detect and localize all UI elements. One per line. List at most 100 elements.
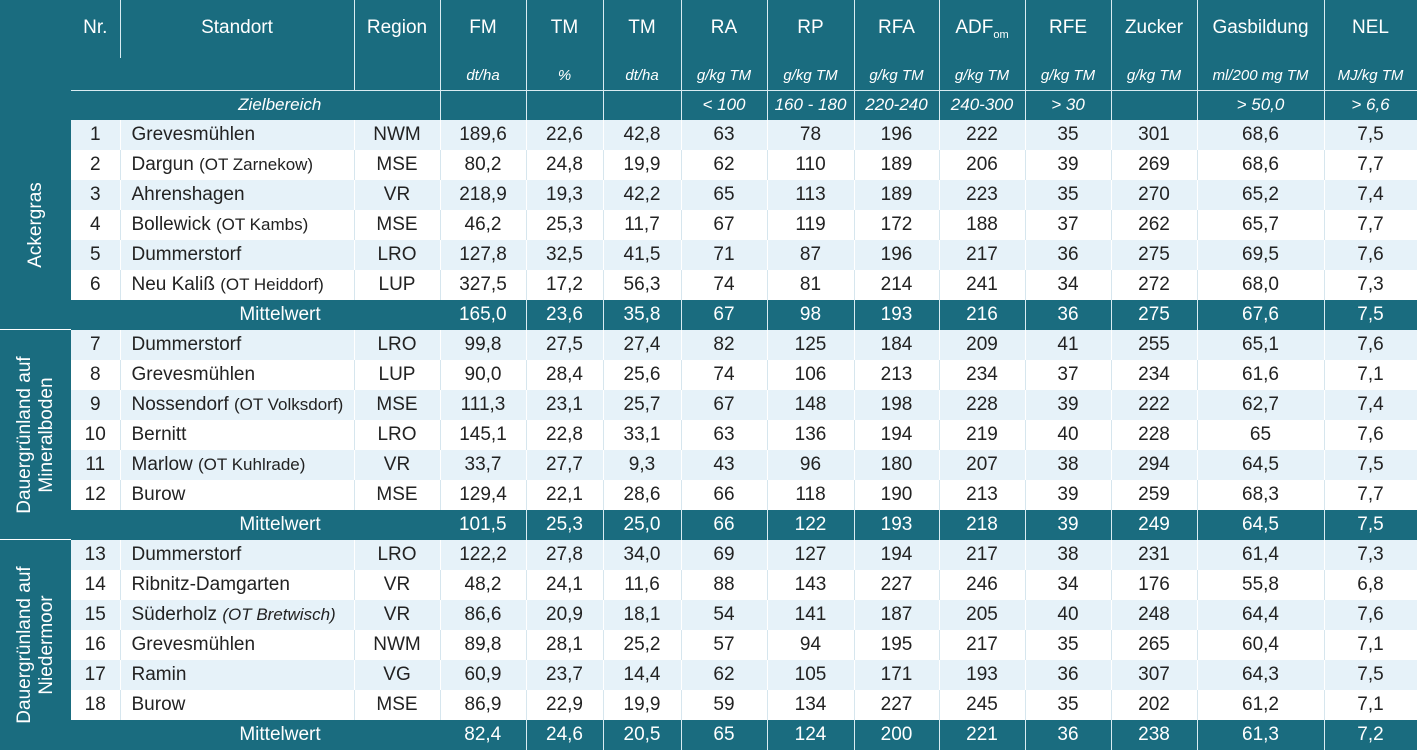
row-ra: 74 <box>681 360 768 390</box>
row-tm2: 33,1 <box>603 420 682 450</box>
row-ra: 88 <box>681 570 768 600</box>
row-region: LRO <box>354 330 441 360</box>
mittelwert-gas: 67,6 <box>1197 300 1325 330</box>
row-rfe: 37 <box>1025 360 1112 390</box>
row-rfe: 41 <box>1025 330 1112 360</box>
row-nel: 7,5 <box>1324 120 1417 150</box>
mittelwert-tm1: 23,6 <box>526 300 604 330</box>
mittelwert-adf: 216 <box>939 300 1026 330</box>
mittelwert-row: Mittelwert 165,0 23,6 35,8 67 98 193 216 36 275 67… <box>71 300 1417 330</box>
row-rfe: 34 <box>1025 570 1112 600</box>
row-nr: 4 <box>71 210 121 240</box>
row-nel: 7,4 <box>1324 180 1417 210</box>
row-ra: 65 <box>681 180 768 210</box>
mittelwert-blank <box>71 300 120 330</box>
row-zucker: 307 <box>1111 660 1198 690</box>
mittelwert-rfe: 39 <box>1025 510 1112 540</box>
row-standort: Grevesmühlen <box>120 630 355 660</box>
row-tm2: 18,1 <box>603 600 682 630</box>
table-row: 16 Grevesmühlen NWM 89,8 28,1 25,2 57 94 195 217 3… <box>71 630 1417 660</box>
standort-ortsteil: (OT Volksdorf) <box>233 395 344 414</box>
row-standort: Bollewick (OT Kambs) <box>120 210 355 240</box>
row-rp: 125 <box>767 330 855 360</box>
standort-name: Dargun <box>131 154 194 175</box>
row-standort: Nossendorf (OT Volksdorf) <box>120 390 355 420</box>
col-adf: ADFom <box>939 0 1026 58</box>
standort-name: Marlow <box>131 454 193 475</box>
table-row: 7 Dummerstorf LRO 99,8 27,5 27,4 82 125 184 209 41… <box>71 330 1417 360</box>
unit-blank <box>120 58 355 91</box>
mittelwert-ra: 67 <box>681 300 768 330</box>
row-nel: 7,1 <box>1324 630 1417 660</box>
table-row: 17 Ramin VG 60,9 23,7 14,4 62 105 171 193 36 307 64,… <box>71 660 1417 690</box>
group-label-panel: Dauergrünland auf Niedermoor <box>0 540 71 750</box>
standort-name: Dummerstorf <box>131 334 242 355</box>
row-rfe: 40 <box>1025 420 1112 450</box>
row-zucker: 294 <box>1111 450 1198 480</box>
row-rp: 134 <box>767 690 855 720</box>
row-region: VR <box>354 600 441 630</box>
row-ra: 54 <box>681 600 768 630</box>
row-fm: 60,9 <box>440 660 527 690</box>
row-nr: 8 <box>71 360 121 390</box>
row-region: MSE <box>354 690 441 720</box>
col-gasbildung: Gasbildung <box>1197 0 1325 58</box>
group-label-line: Niedermoor <box>35 595 57 695</box>
row-tm1: 27,8 <box>526 540 604 570</box>
row-region: NWM <box>354 120 441 150</box>
row-zucker: 270 <box>1111 180 1198 210</box>
standort-name: Grevesmühlen <box>131 634 256 655</box>
row-adf: 245 <box>939 690 1026 720</box>
row-rp: 81 <box>767 270 855 300</box>
mittelwert-gas: 61,3 <box>1197 720 1325 750</box>
unit-blank <box>71 58 120 91</box>
group-label: Dauergrünland auf Mineralboden <box>14 356 58 513</box>
row-standort: Grevesmühlen <box>120 360 355 390</box>
row-gas: 65,2 <box>1197 180 1325 210</box>
mittelwert-row: Mittelwert 101,5 25,3 25,0 66 122 193 218 39 249 6… <box>71 510 1417 540</box>
table-row: 1 Grevesmühlen NWM 189,6 22,6 42,8 63 78 196 222 3… <box>71 120 1417 150</box>
row-rfe: 35 <box>1025 180 1112 210</box>
row-gas: 68,6 <box>1197 120 1325 150</box>
row-gas: 60,4 <box>1197 630 1325 660</box>
row-region: VR <box>354 570 441 600</box>
row-rfe: 35 <box>1025 690 1112 720</box>
row-adf: 241 <box>939 270 1026 300</box>
unit-tm-dtha: dt/ha <box>603 58 682 90</box>
row-rfe: 37 <box>1025 210 1112 240</box>
table-row: 8 Grevesmühlen LUP 90,0 28,4 25,6 74 106 213 234 3… <box>71 360 1417 390</box>
row-zucker: 248 <box>1111 600 1198 630</box>
zielbereich-row: Zielbereich < 100 160 - 180 220-240 240-… <box>71 89 1417 120</box>
row-tm2: 34,0 <box>603 540 682 570</box>
col-rfa: RFA <box>854 0 940 58</box>
row-rfa: 171 <box>854 660 940 690</box>
row-tm1: 23,7 <box>526 660 604 690</box>
row-rfa: 184 <box>854 330 940 360</box>
row-tm1: 22,6 <box>526 120 604 150</box>
row-rfe: 40 <box>1025 600 1112 630</box>
row-rfe: 39 <box>1025 390 1112 420</box>
standort-name: Dummerstorf <box>131 244 242 265</box>
mittelwert-nel: 7,5 <box>1324 300 1417 330</box>
row-ra: 43 <box>681 450 768 480</box>
col-tm-dtha: TM <box>603 0 682 58</box>
row-rfe: 39 <box>1025 480 1112 510</box>
header-corner <box>0 0 71 120</box>
unit-nel: MJ/kg TM <box>1324 58 1417 90</box>
row-nr: 16 <box>71 630 121 660</box>
col-nel: NEL <box>1324 0 1417 58</box>
row-region: LUP <box>354 270 441 300</box>
row-region: LRO <box>354 540 441 570</box>
row-region: NWM <box>354 630 441 660</box>
row-rp: 87 <box>767 240 855 270</box>
ziel-rfe: > 30 <box>1025 89 1112 120</box>
table-row: 2 Dargun (OT Zarnekow) MSE 80,2 24,8 19,9 62 11… <box>71 150 1417 180</box>
row-standort: Marlow (OT Kuhlrade) <box>120 450 355 480</box>
row-rfa: 187 <box>854 600 940 630</box>
row-tm2: 14,4 <box>603 660 682 690</box>
standort-name: Ramin <box>131 664 187 685</box>
row-ra: 63 <box>681 420 768 450</box>
row-rp: 106 <box>767 360 855 390</box>
row-fm: 90,0 <box>440 360 527 390</box>
row-fm: 33,7 <box>440 450 527 480</box>
